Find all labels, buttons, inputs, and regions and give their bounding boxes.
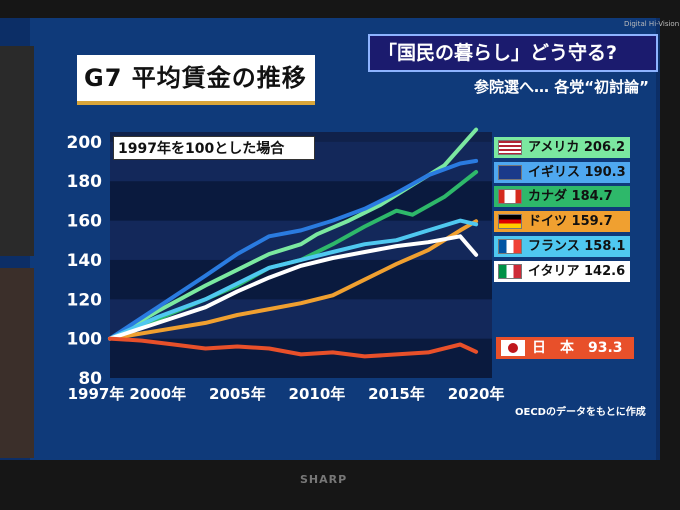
tv-brand-label: Digital Hi-Vision <box>624 20 680 28</box>
legend-item-japan: 日 本 93.3 <box>496 337 634 359</box>
data-source: OECDのデータをもとに作成 <box>515 407 646 418</box>
legend-item: ドイツ 159.7 <box>494 211 630 232</box>
subheadline-text: 参院選へ… 各党“初討論” <box>474 78 649 96</box>
x-tick-label: 2005年 <box>209 385 266 403</box>
legend-label: イギリス 190.3 <box>528 165 626 180</box>
legend-label: フランス 158.1 <box>528 239 626 254</box>
legend-label: 日 本 93.3 <box>532 340 623 356</box>
studio-feed-top <box>0 46 34 256</box>
studio-feed-bottom <box>0 268 34 458</box>
japan-flag-icon <box>501 340 525 356</box>
y-tick-label: 80 <box>78 369 102 389</box>
france-flag-icon <box>498 239 522 254</box>
canada-flag-icon <box>498 189 522 204</box>
legend-label: ドイツ 159.7 <box>528 214 613 229</box>
germany-flag-icon <box>498 214 522 229</box>
legend-label: アメリカ 206.2 <box>528 140 625 155</box>
x-tick-label: 2020年 <box>448 385 505 403</box>
y-tick-label: 180 <box>67 172 103 192</box>
series-line <box>108 158 479 341</box>
headline-panel <box>368 34 658 72</box>
headline-text: 「国民の暮らし」どう守る? <box>378 42 618 64</box>
note-panel <box>113 136 315 160</box>
tv-logo: SHARP <box>300 473 348 486</box>
chart-title: G7 平均賃金の推移 <box>84 64 307 92</box>
italy-flag-icon <box>498 264 522 279</box>
x-tick-label: 2000年 <box>129 385 186 403</box>
title-panel <box>77 55 315 105</box>
legend-item: イタリア 142.6 <box>494 261 630 282</box>
x-tick-label: 2015年 <box>368 385 425 403</box>
series-line <box>108 219 479 341</box>
x-tick-label: 1997年 <box>68 385 125 403</box>
legend-item: イギリス 190.3 <box>494 162 630 183</box>
legend-item: カナダ 184.7 <box>494 186 630 207</box>
y-tick-label: 160 <box>67 212 103 232</box>
chart-subtitle: 1997年を100とした場合 <box>118 141 285 157</box>
series-line <box>108 234 479 341</box>
series-line <box>108 336 479 359</box>
uk-flag-icon <box>498 165 522 180</box>
legend-item: フランス 158.1 <box>494 236 630 257</box>
us-flag-icon <box>498 140 522 155</box>
legend-item: アメリカ 206.2 <box>494 137 630 158</box>
legend-label: カナダ 184.7 <box>528 189 613 204</box>
grid-band <box>110 181 492 221</box>
y-tick-label: 140 <box>67 251 103 271</box>
y-tick-label: 200 <box>67 133 103 153</box>
legend-label: イタリア 142.6 <box>528 264 626 279</box>
x-tick-label: 2010年 <box>289 385 346 403</box>
y-tick-label: 120 <box>67 290 103 310</box>
series-line <box>108 218 479 341</box>
y-tick-label: 100 <box>67 330 103 350</box>
